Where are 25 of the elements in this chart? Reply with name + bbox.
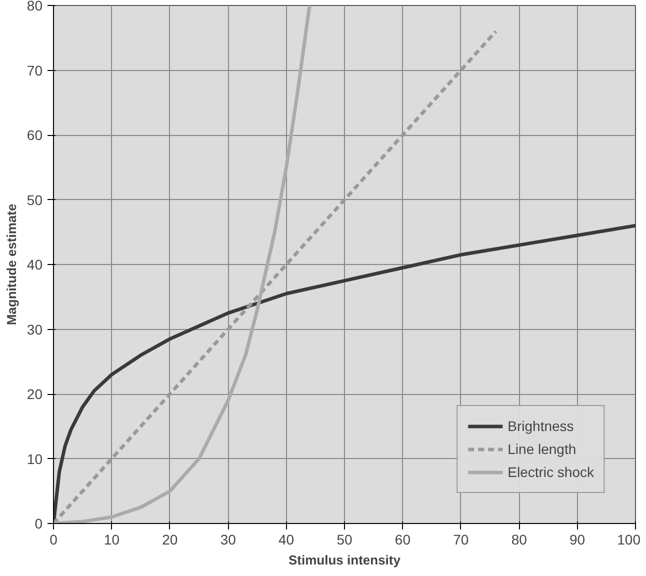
x-tick-label: 30 [220,532,236,548]
y-tick-label: 20 [26,386,43,402]
x-tick-label: 80 [511,532,528,548]
legend-label: Electric shock [508,464,594,480]
x-tick-label: 60 [394,532,411,548]
y-tick-label: 0 [34,516,43,532]
y-axis-title: Magnitude estimate [4,204,19,326]
y-tick-label: 60 [26,127,43,143]
x-tick-label: 70 [453,532,469,548]
x-axis-title: Stimulus intensity [288,552,402,568]
y-tick-label: 50 [26,192,43,208]
y-tick-label: 70 [26,62,43,78]
y-tick-label: 30 [26,321,43,338]
legend-label: Brightness [508,418,574,434]
x-tick-label: 100 [617,532,641,548]
y-tick-label: 40 [26,256,43,272]
y-tick-label: 10 [26,450,43,467]
x-tick-label: 0 [50,532,58,548]
legend-label: Line length [508,441,576,457]
x-tick-label: 20 [162,532,178,548]
x-tick-label: 10 [104,532,120,548]
x-tick-label: 90 [570,532,586,548]
x-tick-label: 40 [278,532,294,548]
x-tick-label: 50 [336,532,352,548]
y-tick-label: 80 [26,0,43,14]
